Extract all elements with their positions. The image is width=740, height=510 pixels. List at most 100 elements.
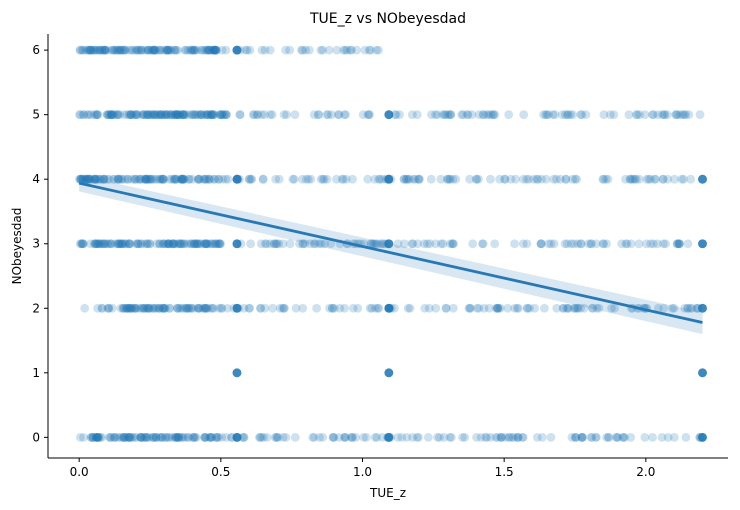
- data-point: [364, 45, 374, 55]
- data-point: [172, 110, 182, 120]
- data-point: [162, 45, 172, 55]
- data-point: [125, 45, 134, 55]
- data-point: [130, 303, 140, 313]
- data-point: [511, 174, 521, 184]
- data-point: [209, 45, 219, 55]
- data-point: [326, 239, 336, 249]
- data-point: [671, 110, 681, 120]
- data-point: [572, 174, 582, 184]
- data-point: [448, 239, 458, 249]
- data-point: [217, 45, 227, 55]
- data-point: [260, 303, 270, 313]
- data-point: [209, 110, 219, 120]
- data-point: [648, 110, 657, 120]
- data-point: [168, 110, 178, 120]
- data-point: [206, 110, 216, 120]
- data-point: [143, 110, 153, 120]
- data-point: [448, 174, 458, 184]
- data-point: [76, 110, 85, 120]
- data-point: [232, 45, 242, 55]
- data-point: [252, 110, 262, 120]
- data-point: [232, 239, 242, 249]
- ticks-layer: 0.0 0.5 1.0 1.5 2.0 0 1 2 3 4 5 6: [32, 43, 655, 479]
- data-point: [123, 174, 133, 184]
- data-point: [539, 303, 549, 313]
- data-point: [486, 432, 495, 442]
- data-point: [384, 174, 394, 184]
- data-point: [98, 239, 108, 249]
- data-point: [245, 45, 255, 55]
- data-point: [205, 45, 214, 55]
- data-point: [168, 239, 178, 249]
- data-point: [509, 432, 519, 442]
- data-point: [158, 239, 168, 249]
- data-point: [328, 432, 338, 442]
- data-point: [620, 432, 630, 442]
- data-point: [329, 432, 339, 442]
- data-point: [91, 239, 101, 249]
- data-point: [205, 239, 215, 249]
- data-point: [698, 432, 707, 442]
- data-point: [94, 432, 103, 442]
- data-point: [167, 239, 177, 249]
- data-point: [297, 45, 306, 55]
- data-point: [140, 303, 149, 313]
- data-point: [698, 239, 707, 249]
- data-point: [175, 432, 185, 442]
- data-point: [155, 432, 165, 442]
- data-point: [522, 174, 531, 184]
- data-point: [94, 239, 104, 249]
- data-point: [289, 174, 299, 184]
- data-point: [78, 174, 88, 184]
- data-point: [297, 174, 307, 184]
- data-point: [156, 432, 166, 442]
- data-point: [384, 110, 394, 120]
- data-point: [147, 45, 156, 55]
- data-point: [542, 110, 552, 120]
- data-point: [183, 432, 193, 442]
- data-point: [77, 45, 87, 55]
- data-point: [340, 432, 349, 442]
- data-point: [412, 110, 422, 120]
- data-point: [381, 174, 391, 184]
- data-point: [167, 174, 177, 184]
- data-point: [120, 45, 130, 55]
- data-point: [174, 432, 184, 442]
- data-point: [106, 239, 116, 249]
- data-point: [209, 45, 219, 55]
- data-point: [384, 174, 394, 184]
- data-point: [174, 432, 183, 442]
- data-point: [642, 174, 652, 184]
- data-point: [115, 45, 125, 55]
- data-point: [269, 239, 279, 249]
- data-point: [79, 110, 89, 120]
- data-point: [599, 110, 609, 120]
- data-point: [298, 239, 308, 249]
- data-point: [371, 239, 381, 249]
- data-point: [208, 303, 217, 313]
- data-point: [158, 303, 167, 313]
- data-point: [468, 239, 478, 249]
- data-point: [448, 303, 458, 313]
- y-tick-label: 4: [32, 172, 40, 186]
- data-point: [569, 303, 579, 313]
- data-point: [221, 432, 231, 442]
- data-point: [147, 110, 157, 120]
- data-point: [200, 239, 210, 249]
- data-point: [88, 45, 98, 55]
- data-point: [384, 303, 394, 313]
- data-point: [698, 174, 707, 184]
- data-point: [384, 239, 394, 249]
- data-point: [607, 303, 616, 313]
- data-point: [598, 239, 608, 249]
- data-point: [384, 239, 394, 249]
- data-point: [151, 432, 161, 442]
- data-point: [698, 239, 707, 249]
- data-point: [270, 239, 279, 249]
- data-point: [201, 45, 211, 55]
- data-point: [113, 174, 123, 184]
- data-point: [537, 174, 546, 184]
- data-point: [571, 432, 581, 442]
- data-point: [681, 432, 691, 442]
- data-point: [698, 239, 707, 249]
